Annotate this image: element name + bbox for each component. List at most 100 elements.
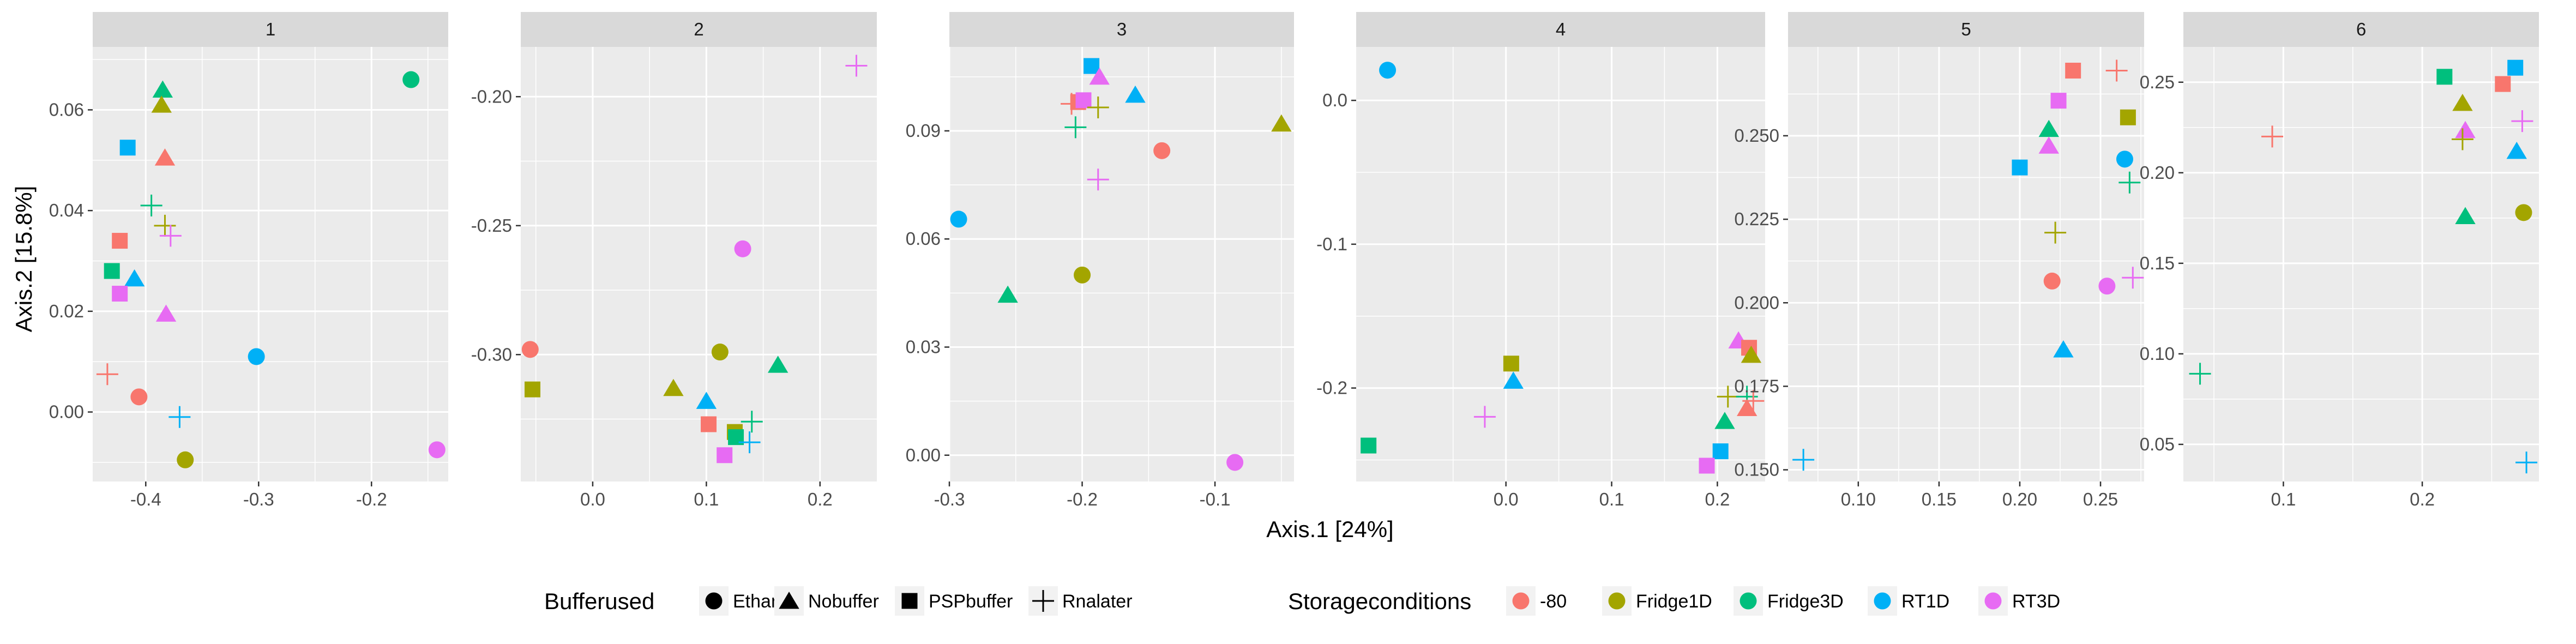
- data-point-square: [119, 140, 136, 156]
- panel-background: [1788, 47, 2144, 482]
- panel-background: [93, 47, 448, 482]
- data-point-triangle: [696, 392, 717, 409]
- x-tick-label: -0.4: [130, 489, 161, 509]
- color-legend-label: RT1D: [1901, 591, 1949, 612]
- data-point-square: [2012, 159, 2028, 176]
- facet-strip-1: [93, 12, 448, 47]
- data-point-plus: [845, 55, 868, 77]
- data-point-plus: [1473, 406, 1496, 428]
- data-point-plus: [1792, 449, 1815, 471]
- x-tick-label: 0.10: [1841, 489, 1876, 509]
- data-point-triangle: [1714, 412, 1735, 429]
- data-point-triangle: [2506, 141, 2527, 159]
- y-tick-label: 0.05: [2140, 434, 2175, 454]
- y-tick-label: -0.20: [471, 86, 512, 106]
- color-legend-label: -80: [1540, 591, 1567, 612]
- data-point-circle: [248, 348, 265, 365]
- data-point-square: [717, 447, 733, 464]
- data-point-plus: [159, 225, 182, 247]
- legend-square-icon: [901, 593, 918, 609]
- y-tick-label: 0.06: [49, 99, 84, 119]
- x-tick-label: -0.1: [1200, 489, 1231, 509]
- x-tick-label: -0.3: [934, 489, 965, 509]
- data-point-plus: [154, 214, 176, 237]
- facet-strip-2: [521, 12, 877, 47]
- y-axis-title: Axis.2 [15.8%]: [11, 186, 37, 332]
- shape-legend-items: Ethanol Nobuffer PSPbuffer Rnalater: [699, 586, 1133, 616]
- legend-area: Bufferused Ethanol Nobuffer PSPbuffer Rnala…: [544, 586, 2060, 616]
- y-tick-label: 0.00: [906, 445, 941, 465]
- facet-panel-2: 2 0.0 0.1 0.2 -0.30 -0.25 -0.20: [471, 12, 877, 509]
- legend-color-swatch-icon: [1984, 592, 2002, 610]
- y-tick-label: 0.02: [49, 301, 84, 321]
- y-tick-label: 0.10: [2140, 344, 2175, 364]
- y-tick-label: 0.04: [49, 200, 84, 220]
- data-point-circle: [734, 240, 751, 257]
- x-tick-label: 0.1: [1599, 489, 1624, 509]
- data-point-circle: [2098, 278, 2116, 295]
- x-tick-label: 0.20: [2002, 489, 2037, 509]
- data-point-triangle: [2455, 207, 2476, 224]
- data-point-triangle: [1736, 399, 1758, 416]
- data-point-triangle: [151, 95, 172, 113]
- data-point-plus: [2118, 171, 2141, 194]
- y-tick-label: 0.06: [906, 228, 941, 249]
- y-tick-label: 0.15: [2140, 253, 2175, 273]
- legend-color-swatch-icon: [1740, 592, 1757, 610]
- shape-legend-label: PSPbuffer: [929, 591, 1013, 612]
- data-point-square: [2120, 109, 2136, 125]
- data-point-square: [112, 233, 128, 249]
- color-legend-label: Fridge3D: [1767, 591, 1844, 612]
- data-point-square: [1361, 437, 1377, 454]
- data-point-circle: [1074, 266, 1091, 284]
- data-point-circle: [1379, 62, 1397, 79]
- x-tick-label: 0.2: [808, 489, 833, 509]
- data-point-circle: [711, 344, 729, 361]
- data-point-plus: [2261, 125, 2283, 148]
- data-point-plus: [2189, 363, 2211, 385]
- legend-triangle-icon: [779, 592, 799, 609]
- data-point-triangle: [1089, 67, 1110, 85]
- data-point-plus: [738, 431, 761, 454]
- shape-legend-label: Rnalater: [1062, 591, 1133, 612]
- data-point-triangle: [1503, 371, 1524, 389]
- x-tick-label: -0.3: [243, 489, 274, 509]
- data-point-square: [1084, 58, 1100, 74]
- data-point-plus: [2451, 128, 2473, 151]
- data-point-plus: [1087, 168, 1109, 191]
- data-point-plus: [2511, 110, 2533, 133]
- data-point-triangle: [154, 148, 176, 166]
- data-point-circle: [1153, 142, 1171, 159]
- data-point-plus: [140, 194, 162, 216]
- data-point-triangle: [2038, 136, 2059, 154]
- data-point-triangle: [2452, 93, 2473, 111]
- y-tick-label: 0.225: [1734, 209, 1779, 229]
- y-tick-label: 0.03: [906, 336, 941, 357]
- facet-strip-label: 2: [694, 19, 703, 39]
- x-tick-label: 0.1: [2271, 489, 2296, 509]
- x-tick-label: 0.1: [694, 489, 719, 509]
- data-point-triangle: [2053, 340, 2074, 358]
- facet-strip-label: 4: [1556, 19, 1566, 39]
- data-point-square: [701, 416, 717, 432]
- data-point-plus: [2044, 221, 2067, 244]
- y-tick-label: 0.00: [49, 402, 84, 422]
- data-point-circle: [2116, 151, 2133, 168]
- y-tick-label: 0.250: [1734, 125, 1779, 146]
- shape-legend-title: Bufferused: [544, 588, 654, 614]
- data-point-circle: [130, 388, 148, 406]
- x-tick-label: -0.2: [1067, 489, 1098, 509]
- panel-background: [2183, 47, 2539, 482]
- panel-background: [1356, 47, 1765, 482]
- color-legend-title: Storageconditions: [1288, 588, 1471, 614]
- facet-panel-6: 6 0.1 0.2 0.05 0.10 0.15 0.20 0.25: [2140, 12, 2539, 509]
- data-point-plus: [1064, 116, 1087, 139]
- x-tick-label: 0.15: [1922, 489, 1957, 509]
- color-legend-label: RT3D: [2012, 591, 2060, 612]
- data-point-circle: [950, 210, 967, 228]
- legend-color-swatch-icon: [1512, 592, 1530, 610]
- data-point-triangle: [767, 356, 789, 373]
- y-tick-label: 0.09: [906, 121, 941, 141]
